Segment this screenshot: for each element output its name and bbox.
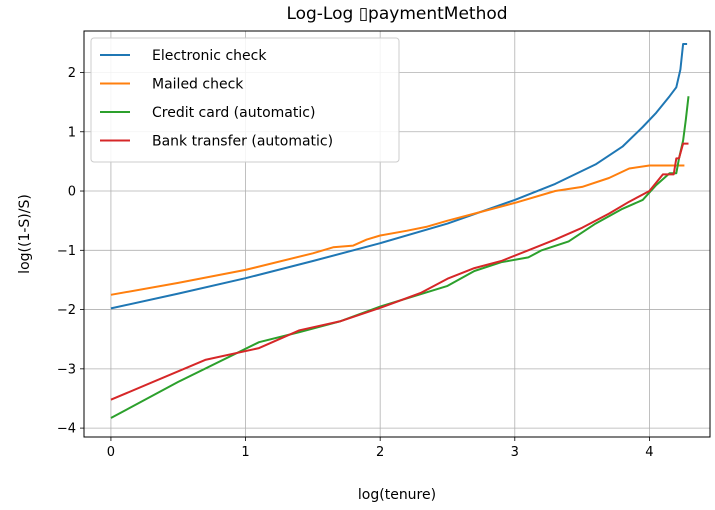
series-line-3 (110, 142, 689, 401)
y-tick-label-2: −2 (57, 303, 76, 318)
y-tick-label-1: −3 (57, 362, 76, 377)
y-tick-label-6: 2 (68, 66, 76, 81)
plot-frame (83, 30, 711, 438)
x-tick-label-4: 4 (645, 445, 653, 460)
legend-label-0: Electronic check (152, 48, 267, 64)
x-tick-label-0: 0 (107, 445, 115, 460)
y-tick-label-4: 0 (68, 185, 76, 200)
y-axis-label: log((1-S)/S) (17, 194, 33, 274)
x-tick-label-3: 3 (511, 445, 519, 460)
legend-label-1: Mailed check (152, 77, 244, 93)
chart-title: Log-Log ▯paymentMethod (286, 4, 507, 24)
y-tick-label-0: −4 (57, 422, 76, 437)
legend: Electronic check Mailed check Credit card … (90, 37, 400, 163)
y-tick-label-5: 1 (68, 125, 76, 140)
series-group (110, 43, 690, 419)
legend-label-3: Bank transfer (automatic) (152, 134, 333, 150)
x-tick-label-1: 1 (241, 445, 249, 460)
series-line-0 (110, 43, 688, 310)
axis-ticks: 0 1 2 3 4 −4 −3 −2 −1 0 1 2 (57, 66, 654, 460)
series-line-1 (110, 164, 685, 296)
legend-label-2: Credit card (automatic) (152, 105, 315, 121)
legend-box (90, 37, 400, 163)
y-tick-label-3: −1 (57, 244, 76, 259)
x-tick-label-2: 2 (376, 445, 384, 460)
x-axis-label: log(tenure) (358, 487, 436, 503)
